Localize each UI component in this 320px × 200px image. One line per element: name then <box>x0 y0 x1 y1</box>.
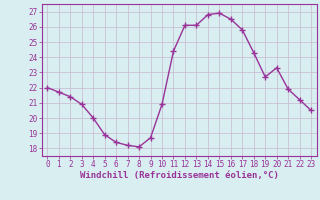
X-axis label: Windchill (Refroidissement éolien,°C): Windchill (Refroidissement éolien,°C) <box>80 171 279 180</box>
